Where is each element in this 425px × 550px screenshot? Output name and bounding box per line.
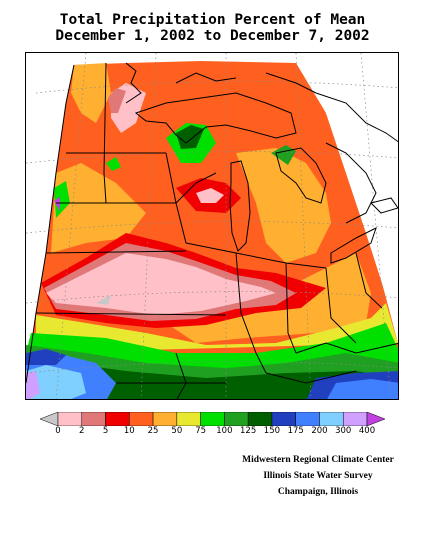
region-verydarkgreen-south (26, 353, 398, 399)
precipitation-map (25, 52, 399, 400)
legend-color-cell (81, 412, 106, 426)
outside-area-northeast (296, 53, 398, 337)
region-yellow-south (36, 303, 398, 353)
legend-color-cell (176, 412, 201, 426)
legend-color-cell (247, 412, 273, 426)
lakes-coastlines (125, 62, 398, 264)
legend-tick-label: 150 (263, 426, 281, 436)
legend-tick-label: 25 (147, 426, 159, 436)
legend-tick-label: 300 (335, 426, 352, 436)
legend-color-cell (342, 412, 368, 426)
region-darkgreen-lake-superior (176, 125, 204, 149)
legend-tick-label: 75 (195, 426, 207, 436)
legend-color-cell (295, 412, 320, 426)
region-green-west-edge (54, 181, 70, 218)
region-lightorange-west (51, 163, 146, 253)
legend-tick-label: 50 (171, 426, 183, 436)
legend-tick-label: 175 (287, 426, 304, 436)
legend-color-cell (271, 412, 296, 426)
legend-tick-label: 2 (79, 426, 85, 436)
legend-color-cell (319, 412, 344, 426)
legend-tick-label: 10 (123, 426, 135, 436)
legend-color-cell (57, 412, 83, 426)
legend-tick-label: 0 (55, 426, 61, 436)
region-lightblue-southwest (26, 365, 86, 399)
map-date-range: December 1, 2002 to December 7, 2002 (55, 28, 370, 44)
legend-tick-label: 100 (216, 426, 233, 436)
legend-color-cell (200, 412, 225, 426)
color-legend-bar (40, 412, 385, 426)
region-lightorange-michigan (236, 148, 331, 263)
legend-color-cell (152, 412, 178, 426)
region-green-west-spot (106, 157, 121, 171)
region-gray-spot (96, 295, 111, 305)
credit-organization: Midwestern Regional Climate Center (242, 455, 394, 465)
latlon-grid (26, 53, 398, 399)
credit-survey: Illinois State Water Survey (263, 471, 373, 481)
legend-arrow-high (366, 412, 385, 426)
legend-tick-label: 400 (358, 426, 376, 436)
legend-color-cell (105, 412, 130, 426)
region-red-north (108, 88, 126, 113)
region-pink-center (196, 188, 224, 203)
credit-location: Champaign, Illinois (277, 487, 359, 497)
legend-color-cell (224, 412, 249, 426)
region-purple-west-edge (54, 197, 60, 211)
region-navy-southwest (26, 349, 66, 365)
legend-tick-label: 200 (311, 426, 328, 436)
legend-tick-label: 5 (102, 426, 109, 436)
state-boundaries (26, 62, 398, 399)
legend-tick-label: 125 (240, 426, 257, 436)
legend-arrow-low (40, 412, 59, 426)
precipitation-map-svg (26, 53, 398, 399)
region-lavender-southwest (26, 371, 40, 399)
legend-color-cell (129, 412, 154, 426)
map-title: Total Precipitation Percent of Mean (59, 12, 366, 28)
precipitation-field (26, 53, 398, 399)
region-blue-southeast (327, 379, 398, 399)
